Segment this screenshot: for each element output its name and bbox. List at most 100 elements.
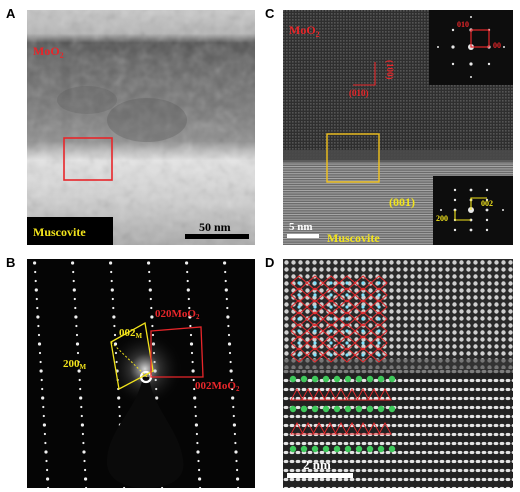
diffraction-spot	[224, 270, 227, 274]
silicate-tetrahedron	[345, 388, 359, 401]
diffraction-spot	[228, 351, 232, 355]
mo-atom	[377, 305, 381, 309]
diffraction-spot	[231, 387, 234, 391]
diffraction-spot	[73, 297, 76, 301]
mo-octahedron	[370, 299, 388, 315]
diffraction-spot	[43, 432, 46, 436]
mo-atom	[297, 341, 301, 345]
silicate-tetrahedron	[367, 422, 381, 435]
potassium-atom	[366, 405, 374, 413]
potassium-atom	[300, 405, 308, 413]
diffraction-spot	[110, 279, 113, 283]
silicate-tetrahedron	[323, 422, 337, 435]
mo-octahedron	[370, 335, 388, 351]
diffraction-spot	[41, 396, 45, 400]
diffraction-spot	[113, 324, 116, 328]
mo-atom	[297, 329, 301, 333]
mo-atom	[329, 353, 333, 357]
diffraction-spot	[191, 360, 194, 364]
potassium-atom	[377, 405, 385, 413]
mo-octahedron	[306, 347, 324, 363]
diffraction-spot	[227, 342, 232, 346]
mo-atom	[313, 329, 317, 333]
mo-octahedron	[338, 323, 356, 339]
mo-atom	[329, 317, 333, 321]
panel-b-label-020: 020MoO2	[155, 308, 200, 321]
panel-letter-b: B	[6, 255, 16, 270]
diffraction-spot	[161, 486, 164, 488]
panel-c-inset-top-010: 010	[457, 20, 469, 29]
potassium-atom	[322, 405, 330, 413]
panel-b-diffraction-image: 020MoO2 002MoO2 002M 200M	[27, 259, 255, 488]
silicate-tetrahedron	[356, 422, 370, 435]
mo-octahedron	[322, 311, 340, 327]
silicate-tetrahedron	[378, 422, 392, 435]
mo-octahedron	[322, 287, 340, 303]
panel-c-film-label: MoO2	[289, 23, 320, 39]
mo-octahedron	[370, 347, 388, 363]
mo-octahedron	[354, 275, 372, 291]
diffraction-spot	[47, 486, 50, 488]
mo-atom	[361, 341, 365, 345]
diffraction-spot	[79, 396, 83, 400]
diffraction-spot	[193, 387, 196, 391]
diffraction-spot	[77, 360, 80, 364]
diffraction-spot	[188, 306, 191, 310]
silicate-tetrahedron	[290, 422, 304, 435]
diffraction-spot	[79, 387, 82, 391]
mo-octahedron	[322, 347, 340, 363]
mo-atom	[361, 281, 365, 285]
mo-octahedron	[290, 335, 308, 351]
mo-atom	[361, 317, 365, 321]
diffraction-spot	[186, 279, 189, 283]
diffraction-spot	[234, 450, 238, 454]
panel-letter-a: A	[6, 6, 16, 21]
diffraction-spot	[192, 378, 195, 382]
diffraction-spot	[223, 261, 227, 265]
mo-octahedron	[306, 335, 324, 351]
mo-atom	[313, 353, 317, 357]
mo-atom	[313, 281, 317, 285]
diffraction-spot	[195, 432, 198, 436]
mo-atom	[329, 329, 333, 333]
diffraction-spot	[229, 369, 233, 373]
diffraction-spot	[83, 459, 86, 463]
potassium-atom	[322, 375, 330, 383]
potassium-atom	[311, 405, 319, 413]
mo-octahedron	[370, 323, 388, 339]
mo-atom	[297, 317, 301, 321]
diffraction-spot	[191, 369, 195, 373]
panel-a-scale-bar: 50 nm	[199, 220, 231, 234]
diffraction-spot	[224, 288, 228, 292]
diffraction-spot	[45, 459, 48, 463]
mo-atom	[377, 341, 381, 345]
potassium-atom	[344, 375, 352, 383]
mo-octahedron	[354, 335, 372, 351]
diffraction-spot	[82, 450, 86, 454]
potassium-atom	[322, 445, 330, 453]
diffraction-spot	[190, 351, 194, 355]
diffraction-spot	[231, 396, 235, 400]
diffraction-spot	[35, 297, 38, 301]
silicate-tetrahedron	[367, 388, 381, 401]
diffraction-spot	[235, 459, 238, 463]
diffraction-spot	[85, 486, 88, 488]
mo-octahedron	[370, 311, 388, 327]
mo-atom	[329, 293, 333, 297]
diffraction-spot	[36, 306, 39, 310]
diffraction-spot	[77, 369, 81, 373]
mo-octahedron	[322, 275, 340, 291]
mo-octahedron	[290, 323, 308, 339]
diffraction-spot	[72, 288, 76, 292]
mo-octahedron	[338, 287, 356, 303]
diffraction-spot	[82, 441, 85, 445]
diffraction-spot	[232, 423, 236, 427]
diffraction-spot	[84, 468, 87, 472]
diffraction-spot	[80, 414, 83, 418]
diffraction-spot	[111, 297, 114, 301]
mo-octahedron	[338, 275, 356, 291]
diffraction-spot	[110, 288, 114, 292]
potassium-atom	[388, 445, 396, 453]
mo-atom	[377, 317, 381, 321]
mo-octahedron	[370, 275, 388, 291]
